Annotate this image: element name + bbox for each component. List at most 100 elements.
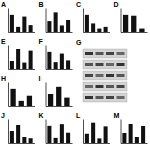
y-axis (46, 9, 47, 33)
bars (85, 123, 108, 143)
y-axis (121, 120, 122, 144)
blot-band (85, 63, 93, 66)
blot-band (96, 63, 104, 66)
bar (97, 29, 101, 32)
bar (60, 25, 64, 32)
bar (66, 20, 70, 32)
plot (9, 9, 36, 33)
x-axis-line (9, 32, 36, 33)
plot (9, 46, 36, 70)
blot-strip (83, 60, 127, 69)
y-axis (46, 83, 47, 107)
y-axis (121, 9, 122, 33)
x-axis-line (9, 106, 36, 107)
blot-band (117, 63, 125, 66)
blot-band (117, 85, 125, 88)
x-axis-line (46, 106, 73, 107)
x-axis-line (9, 69, 36, 70)
x-axis-line (46, 32, 73, 33)
panel: B (39, 1, 73, 33)
x-axis (121, 32, 148, 34)
plot (84, 120, 111, 144)
plot (121, 120, 148, 144)
panel-label: M (114, 112, 120, 119)
y-axis-line (121, 120, 122, 144)
blot-band (117, 74, 125, 77)
bar (129, 124, 133, 143)
bars (47, 12, 70, 32)
blot-strip (83, 93, 127, 102)
bars (47, 52, 70, 69)
panel-label: H (1, 75, 6, 82)
bars (85, 15, 108, 32)
y-axis-line (8, 83, 9, 107)
x-axis (46, 143, 73, 145)
bar (47, 21, 51, 32)
x-axis (46, 106, 73, 108)
y-axis-line (8, 46, 9, 70)
blot-band (106, 52, 114, 55)
bar (91, 123, 95, 143)
y-axis-line (46, 120, 47, 144)
bar (22, 17, 26, 32)
plot (46, 120, 73, 144)
x-axis-line (121, 143, 148, 144)
bar (54, 138, 58, 143)
blot-band (85, 96, 93, 99)
panel-label: E (1, 38, 6, 45)
bar (16, 49, 20, 69)
y-axis (8, 9, 9, 33)
blot-band (85, 85, 93, 88)
blot-band (106, 74, 114, 77)
bar (64, 98, 69, 106)
y-axis-line (8, 9, 9, 33)
y-axis-line (83, 120, 84, 144)
x-axis (9, 106, 36, 108)
panel-label: I (39, 75, 41, 82)
panel: H (1, 75, 35, 107)
y-axis (46, 120, 47, 144)
panel: A (1, 1, 35, 33)
bar (47, 126, 51, 143)
bar (48, 94, 53, 106)
plot (121, 9, 148, 33)
plot (9, 83, 36, 107)
panel-label: L (76, 112, 81, 119)
x-axis (46, 32, 73, 34)
y-axis (46, 46, 47, 70)
plot (46, 83, 73, 107)
bar (19, 101, 24, 106)
bar (16, 27, 20, 32)
x-axis-line (84, 32, 111, 33)
bar (139, 29, 144, 32)
y-axis (8, 120, 9, 144)
bar (135, 137, 139, 143)
bar (47, 52, 51, 69)
bars (122, 124, 145, 143)
y-axis-line (46, 46, 47, 70)
bar (54, 62, 58, 69)
blot-band (96, 52, 104, 55)
bar (85, 134, 89, 143)
bar (66, 133, 70, 143)
bar (10, 15, 14, 32)
panel: I (39, 75, 73, 107)
bars (10, 125, 33, 143)
blot-band (96, 85, 104, 88)
blot-band (85, 52, 93, 55)
y-axis-line (83, 9, 84, 33)
panel: K (39, 112, 73, 144)
y-axis (83, 120, 84, 144)
blot-band (106, 63, 114, 66)
blot-strip (83, 82, 127, 91)
bar (27, 96, 32, 106)
y-axis-line (8, 120, 9, 144)
blot-band (96, 74, 104, 77)
y-axis-line (121, 9, 122, 33)
bar (29, 138, 33, 143)
panel: F (39, 38, 73, 70)
y-axis (8, 46, 9, 70)
panel: C (76, 1, 110, 33)
x-axis (9, 32, 36, 34)
bar (10, 89, 15, 106)
